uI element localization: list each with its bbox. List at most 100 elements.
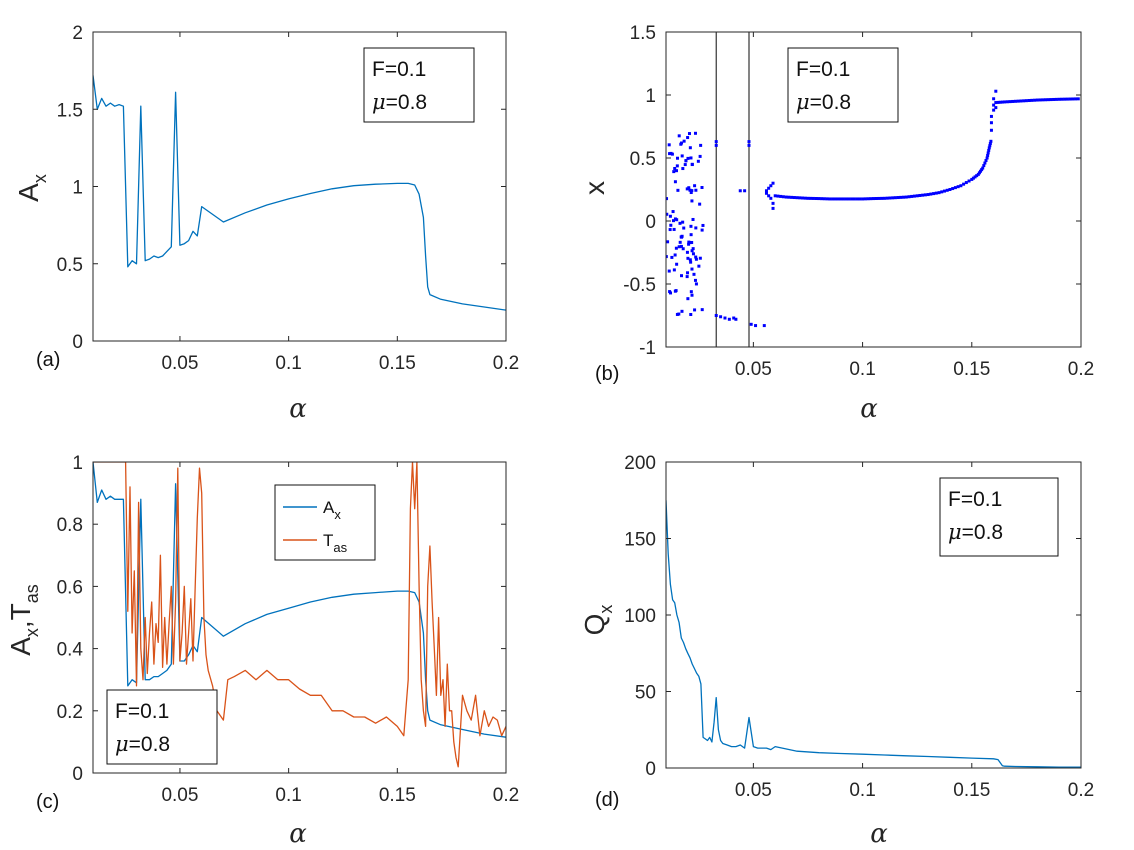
branch-point (975, 174, 979, 178)
annotation-line-2: μ=0.8 (948, 520, 1003, 544)
chaotic-point (672, 268, 676, 272)
upper-branch-point (1076, 97, 1080, 101)
y-axis-label: x (579, 181, 610, 195)
annotation-frame (787, 47, 899, 123)
x-tick-label: 0.05 (161, 353, 198, 374)
chaotic-point (677, 312, 681, 316)
chaotic-point (694, 282, 698, 286)
chaotic-point (686, 271, 690, 275)
annotation-box: F=0.1 μ=0.8 (787, 47, 899, 123)
jump-point (989, 114, 993, 118)
data-point (723, 316, 727, 320)
chaotic-point (681, 220, 685, 224)
branch-point (973, 175, 977, 179)
upper-branch-point (1071, 97, 1075, 101)
chaotic-point (689, 156, 693, 160)
annotation-line-2: μ=0.8 (115, 732, 170, 756)
upper-branch-point (1052, 97, 1056, 101)
chaotic-point (686, 256, 690, 260)
chaotic-point (701, 223, 705, 227)
annotation-box: F=0.1 μ=0.8 (106, 689, 218, 765)
upper-branch-point (1074, 97, 1078, 101)
annotation-frame (106, 689, 218, 765)
legend-frame (274, 484, 376, 561)
annotation-line-1: F=0.1 (372, 58, 426, 81)
y-tick-label: 0.5 (57, 255, 83, 276)
chaotic-point (687, 240, 691, 244)
chaotic-point (698, 256, 702, 260)
chaotic-point (669, 223, 673, 227)
branch-point (811, 196, 815, 200)
branch-point (790, 195, 794, 199)
y-tick-label: 1.5 (630, 23, 656, 44)
panel-a: 0.05 0.1 0.15 0.2 0 0.5 1 1.5 2 (a) α Ax F=0.1 μ=0.8 (13, 23, 519, 424)
chaotic-point (673, 180, 677, 184)
x-tick-label: 0.2 (1068, 359, 1094, 380)
chaotic-point (679, 142, 683, 146)
chaotic-point (690, 267, 694, 271)
panel-b: 0.05 0.1 0.15 0.2 -1 -0.5 0 0.5 1 1.5 (b) α x F=0.1 μ=… (579, 23, 1094, 424)
x-tick-label: 0.2 (493, 785, 519, 806)
branch-point (986, 151, 990, 155)
data-point (743, 189, 747, 193)
upper-branch-point (996, 100, 1000, 104)
chaotic-point (681, 247, 685, 251)
y-tick-label: 0.4 (57, 640, 84, 661)
plot-area (666, 32, 1080, 347)
branch-point (962, 182, 966, 186)
y-tick-label: 50 (635, 683, 656, 704)
chaotic-point (678, 221, 682, 225)
branch-point (982, 164, 986, 168)
data-point (764, 189, 768, 193)
y-tick-label: 1.5 (57, 100, 83, 121)
annotation-box: F=0.1 μ=0.8 (363, 47, 475, 123)
chaotic-point (698, 154, 702, 158)
chaotic-point (685, 275, 689, 279)
branch-point (822, 197, 826, 201)
chaotic-point (700, 308, 704, 312)
annotation-line-2: μ=0.8 (372, 90, 427, 114)
upper-branch-point (1024, 99, 1028, 103)
branch-point (795, 196, 799, 200)
branch-point (877, 196, 881, 200)
branch-point (784, 195, 788, 199)
data-point (767, 186, 771, 190)
annotation-frame (363, 47, 475, 123)
annotation-line-1: F=0.1 (115, 700, 169, 723)
data-point (767, 194, 771, 198)
branch-point (971, 176, 975, 180)
branch-point (855, 197, 859, 201)
y-tick-label: 1 (72, 453, 83, 474)
chaotic-point (678, 240, 682, 244)
branch-point (984, 159, 988, 163)
axes-frame (92, 461, 507, 774)
data-point (754, 324, 758, 328)
branch-point (781, 195, 785, 199)
panel-label: (b) (595, 363, 619, 385)
branch-point (912, 194, 916, 198)
upper-branch-point (1035, 98, 1039, 102)
upper-branch-point (1054, 97, 1058, 101)
branch-point (888, 196, 892, 200)
chaotic-point (666, 212, 669, 216)
upper-branch-point (1068, 97, 1072, 101)
data-point (771, 201, 775, 205)
y-tick-label: 0.2 (57, 702, 83, 723)
chaotic-point (690, 240, 694, 244)
chaotic-point (694, 255, 698, 259)
chaotic-point (692, 272, 696, 276)
jump-point (994, 106, 998, 110)
upper-branch-point (1030, 98, 1034, 102)
branch-point (798, 196, 802, 200)
x-tick-label: 0.15 (379, 785, 416, 806)
branch-point (844, 197, 848, 201)
chaotic-point (690, 249, 694, 253)
chaotic-point (694, 226, 698, 230)
jump-point (992, 108, 996, 112)
y-tick-label: 0.5 (630, 149, 656, 170)
plot-area (666, 500, 1081, 768)
chaotic-point (673, 166, 677, 170)
panel-c: 0.05 0.1 0.15 0.2 0 0.2 0.4 0.6 0.8 1 (c) α Ax,Tas F=… (5, 453, 519, 849)
branch-point (828, 197, 832, 201)
